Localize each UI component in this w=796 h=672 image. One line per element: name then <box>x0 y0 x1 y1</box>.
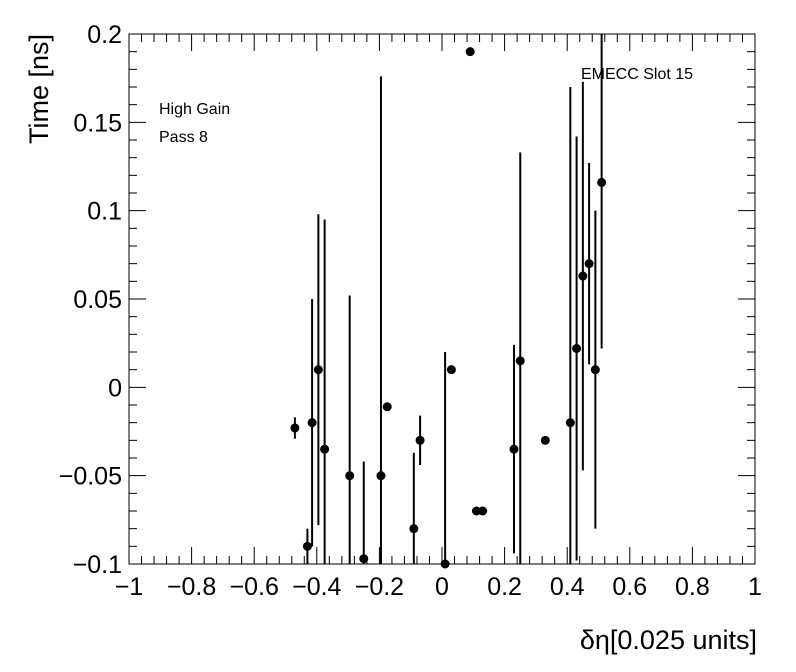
x-tick-label: −0.6 <box>230 573 279 601</box>
x-tick-label: 1 <box>748 573 762 601</box>
y-tick-label: −0.05 <box>59 463 122 491</box>
x-tick-label: 0.2 <box>487 573 522 601</box>
data-point <box>313 365 323 375</box>
x-axis-title: δη[0.025 units] <box>580 625 757 655</box>
data-point <box>382 402 392 412</box>
data-point <box>565 418 575 428</box>
data-point <box>515 356 525 366</box>
data-point <box>307 418 317 428</box>
annotation-pass: Pass 8 <box>159 129 208 146</box>
data-point <box>345 471 355 481</box>
y-tick-label: 0.15 <box>73 109 122 137</box>
axis-tick-labels: −1 −0.8 −0.6 −0.4 −0.2 0 0.2 0.4 0.6 0.8 1 −0.1 −0.0… <box>59 21 762 601</box>
data-point <box>509 444 519 454</box>
x-tick-label: −1 <box>115 573 144 601</box>
data-point <box>446 365 456 375</box>
data-point <box>597 177 607 187</box>
x-tick-label: −0.2 <box>355 573 404 601</box>
x-tick-label: −0.8 <box>167 573 216 601</box>
y-tick-label: 0.2 <box>87 21 122 49</box>
data-point <box>302 541 312 551</box>
y-axis-title: Time [ns] <box>24 34 54 144</box>
data-point <box>359 554 369 564</box>
y-tick-label: 0.05 <box>73 286 122 314</box>
data-point <box>471 506 481 516</box>
data-point <box>290 423 300 433</box>
data-point <box>478 506 488 516</box>
y-tick-label: 0 <box>108 374 122 402</box>
error-bars <box>293 34 603 564</box>
data-point <box>578 271 588 281</box>
annotation-slot: EMECC Slot 15 <box>581 66 693 83</box>
data-point <box>465 47 475 57</box>
y-tick-label: −0.1 <box>73 551 122 579</box>
annotation-high-gain: High Gain <box>159 101 230 118</box>
data-point <box>584 259 594 269</box>
y-tick-label: 0.1 <box>87 198 122 226</box>
data-point <box>320 444 330 454</box>
data-point <box>590 365 600 375</box>
plot-frame <box>128 33 756 565</box>
x-tick-label: 0.4 <box>550 573 585 601</box>
data-point <box>409 524 419 534</box>
data-point <box>540 435 550 445</box>
data-point <box>572 343 582 353</box>
x-tick-label: 0.6 <box>612 573 647 601</box>
data-point <box>376 471 386 481</box>
data-point <box>415 435 425 445</box>
x-tick-label: −0.4 <box>292 573 341 601</box>
x-tick-label: 0.8 <box>675 573 710 601</box>
data-points <box>290 47 607 569</box>
x-tick-label: 0 <box>435 573 449 601</box>
